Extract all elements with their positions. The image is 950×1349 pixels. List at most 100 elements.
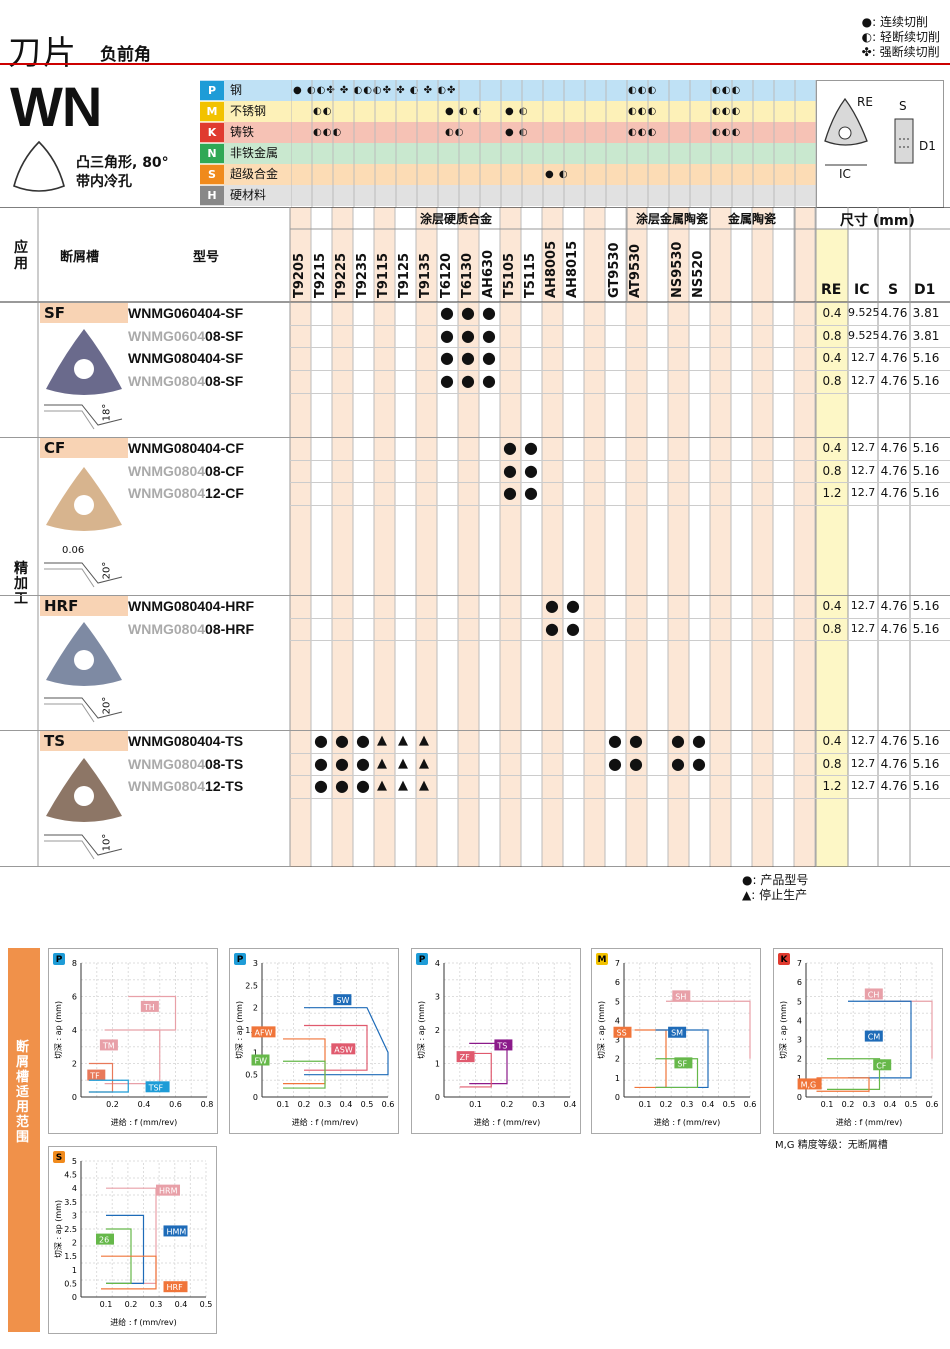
x-tick-label: 0.3 xyxy=(863,1100,876,1109)
series-label: TSF xyxy=(148,1083,164,1092)
material-badge xyxy=(596,953,608,965)
product-mark: ● xyxy=(566,618,580,638)
material-name: 超级合金 xyxy=(230,167,279,181)
y-axis-label: 切深 : ap (mm) xyxy=(597,1001,606,1059)
series-tag xyxy=(797,1078,822,1090)
dim-ic: 12.7 xyxy=(850,599,876,612)
col-s: S xyxy=(888,282,899,298)
product-mark: ● xyxy=(482,371,496,391)
dim-s: 4.76 xyxy=(880,599,908,613)
range-region xyxy=(104,1029,161,1085)
dim-s: 4.76 xyxy=(880,756,908,771)
page-subtitle: 负前角 xyxy=(100,45,151,65)
material-code: M xyxy=(200,102,224,121)
series-label: CH xyxy=(868,990,880,999)
product-mark: ● xyxy=(461,371,475,391)
series-label: SW xyxy=(336,996,349,1005)
x-tick-label: 0.2 xyxy=(106,1100,119,1109)
series-tag xyxy=(674,1057,693,1069)
series-tag xyxy=(87,1069,106,1081)
legend-continuous: ●: 连续切削 xyxy=(861,15,928,29)
series-tag xyxy=(163,1225,188,1237)
x-tick-label: 0.1 xyxy=(100,1300,113,1309)
x-axis-label: 进给 : f (mm/rev) xyxy=(654,1117,720,1127)
x-tick-label: 0.3 xyxy=(681,1100,694,1109)
model-number: WNMG080404-CF xyxy=(128,438,244,458)
edge-profile-icon xyxy=(44,697,123,723)
material-name: 不锈钢 xyxy=(230,104,267,118)
row-divider xyxy=(290,392,950,394)
y-tick-label: 2 xyxy=(615,1055,620,1064)
x-tick-label: 0.5 xyxy=(200,1300,213,1309)
svg-text:S: S xyxy=(56,1153,62,1163)
col-chipbreaker: 断屑槽 xyxy=(60,250,100,265)
dim-ic: 12.7 xyxy=(850,486,876,500)
svg-text:0: 0 xyxy=(797,1093,802,1102)
x-tick-label: 0.8 xyxy=(201,1100,214,1109)
product-mark: ● xyxy=(545,618,559,638)
table-background xyxy=(0,207,950,867)
series-label: HMM xyxy=(167,1227,187,1236)
material-dots: ◐◐◐ xyxy=(628,106,658,117)
model-suffix: 08-CF xyxy=(205,462,244,479)
model-prefix: WNMG0604 xyxy=(128,327,206,344)
dim-d1: 5.16 xyxy=(912,463,940,478)
group-divider xyxy=(0,302,950,303)
dim-ic: 12.7 xyxy=(850,779,876,793)
dim-ic: 12.7 xyxy=(850,463,876,477)
cf-insert-image xyxy=(46,467,122,531)
range-region xyxy=(88,1079,129,1093)
dim-d1: 5.16 xyxy=(912,351,940,366)
series-label: SS xyxy=(617,1029,627,1038)
application-finishing: 精加工 xyxy=(14,561,28,607)
y-tick-label: 4 xyxy=(615,1016,620,1025)
y-tick-label: 1.5 xyxy=(64,1252,77,1261)
dim-d1: 5.16 xyxy=(912,621,940,636)
y-tick-label: 0.5 xyxy=(64,1279,77,1288)
grade-ah8005: AH8005 xyxy=(544,240,559,298)
product-mark: ● xyxy=(692,731,706,750)
group-cermet: 金属陶瓷 xyxy=(728,212,777,226)
range-region xyxy=(666,1000,751,1059)
dim-s: 4.76 xyxy=(880,734,908,748)
legend-heavy-interrupted: ✤: 强断续切削 xyxy=(861,45,940,59)
cutting-legend: ●: 连续切削 ◐: 轻断续切削 ✤: 强断续切削 xyxy=(862,15,940,60)
grade-t5105: T5105 xyxy=(502,252,517,298)
grade-t9225: T9225 xyxy=(334,252,349,298)
dim-s: 4.76 xyxy=(880,463,908,478)
product-mark: ● xyxy=(356,776,370,796)
model-number: WNMG080408-TS xyxy=(128,754,243,774)
model-prefix: WNMG0804 xyxy=(128,755,206,772)
model-number: WNMG080404-HRF xyxy=(128,596,254,616)
chipbreaker-sf: SF xyxy=(40,303,128,323)
range-chart: 0.1 0.2 0.3 0.4 1 2 3 4 0 进给 : f (mm/rev) 切深 : ap … xyxy=(411,948,581,1134)
series-label: TS xyxy=(496,1041,507,1050)
svg-text:0: 0 xyxy=(253,1093,258,1102)
y-axis-label: 切深 : ap (mm) xyxy=(417,1001,426,1059)
material-name: 铸铁 xyxy=(230,125,255,139)
x-tick-label: 0.2 xyxy=(298,1100,311,1109)
material-name: 非铁金属 xyxy=(230,146,279,160)
grade-t6130: T6130 xyxy=(460,252,475,298)
product-mark: ● xyxy=(314,776,328,796)
insert-desc-line1: 凸三角形, 80° xyxy=(76,155,169,171)
label-re: RE xyxy=(857,95,873,109)
ts-insert-image xyxy=(46,758,122,822)
model-suffix: 08-TS xyxy=(205,755,244,772)
material-code: S xyxy=(200,165,224,184)
product-mark: ● xyxy=(566,596,580,615)
model-number: WNMG080404-TS xyxy=(128,731,243,751)
range-chart: 0.2 0.4 0.6 0.8 2 4 6 8 0 进给 : f (mm/rev) 切深 : ap … xyxy=(48,948,218,1134)
series-label: CF xyxy=(876,1061,887,1070)
model-number: WNMG060404-SF xyxy=(128,303,243,323)
x-tick-label: 0.1 xyxy=(469,1100,482,1109)
series-label: TF xyxy=(89,1072,100,1081)
x-tick-label: 0.4 xyxy=(138,1100,151,1109)
grade-t6120: T6120 xyxy=(439,252,454,298)
row-divider xyxy=(290,752,950,754)
range-chart: 0.1 0.2 0.3 0.4 0.5 0.6 1 2 3 4 5 6 7 0 进给 : f (mm/rev… xyxy=(591,948,761,1134)
page-title: 刀片 xyxy=(8,33,78,72)
y-tick-label: 4.5 xyxy=(64,1171,77,1180)
edge-land: 0.06 xyxy=(62,545,85,556)
dim-ic: 12.7 xyxy=(850,351,876,365)
